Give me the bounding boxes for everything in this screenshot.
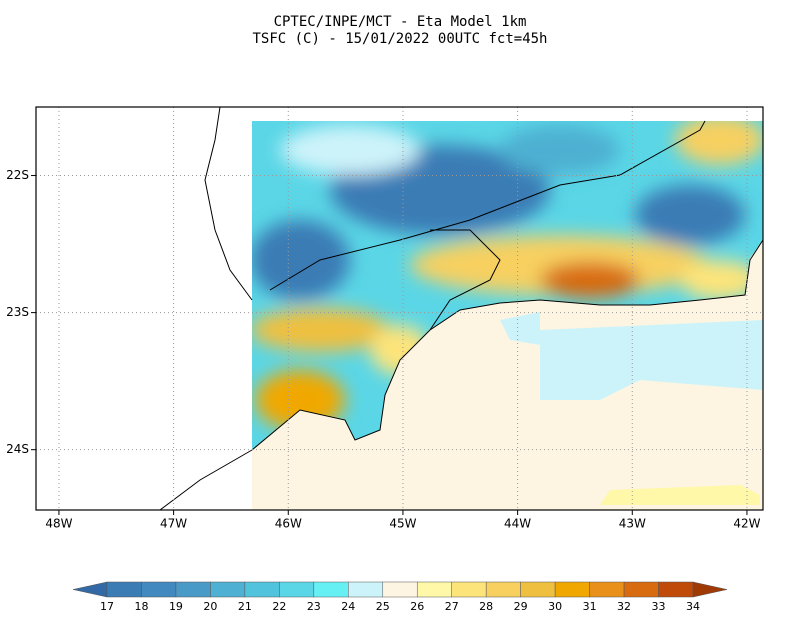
cool-area	[252, 220, 350, 300]
colorbar-label: 18	[134, 600, 148, 613]
lon-label: 43W	[619, 517, 646, 531]
grid: 48W 47W 46W 45W 44W 43W 42W 22S 23S 24S	[6, 107, 763, 531]
colorbar-label: 19	[169, 600, 183, 613]
colorbar-segment	[210, 581, 246, 598]
map-frame	[35, 106, 764, 511]
lon-label: 47W	[160, 517, 187, 531]
warm-area	[252, 308, 390, 352]
colorbar-extend-low	[72, 581, 108, 598]
colorbar-label: 27	[445, 600, 459, 613]
colorbar: 17 18 19 20 21 22 23 24 25 26 27 28 29 30 31 32 33 34	[72, 581, 728, 613]
colorbar-label: 34	[686, 600, 700, 613]
colorbar-label: 20	[203, 600, 217, 613]
colorbar-segment	[106, 581, 142, 598]
colorbar-label: 33	[652, 600, 666, 613]
warm-area	[675, 121, 763, 165]
lon-label: 48W	[45, 517, 72, 531]
lat-label: 22S	[6, 168, 29, 182]
colorbar-segment	[623, 581, 659, 598]
colorbar-label: 21	[238, 600, 252, 613]
colorbar-segment	[451, 581, 487, 598]
colorbar-segment	[416, 581, 452, 598]
colorbar-segment	[520, 581, 556, 598]
lat-label: 23S	[6, 305, 29, 319]
lon-label: 42W	[733, 517, 760, 531]
ocean-cool-patch	[540, 320, 763, 400]
cool-area	[635, 185, 745, 245]
colorbar-label: 24	[341, 600, 355, 613]
lon-label: 45W	[389, 517, 416, 531]
colorbar-segment	[658, 581, 694, 598]
ocean-cool-patch	[500, 312, 540, 345]
colorbar-segment	[313, 581, 349, 598]
colorbar-segment	[554, 581, 590, 598]
title: CPTEC/INPE/MCT - Eta Model 1km	[274, 14, 527, 30]
colorbar-label: 23	[307, 600, 321, 613]
colorbar-label: 32	[617, 600, 631, 613]
lat-label: 24S	[6, 442, 29, 456]
ocean-warm-patch	[600, 485, 760, 505]
colorbar-segment	[279, 581, 315, 598]
mild-area	[280, 125, 420, 175]
colorbar-segment	[485, 581, 521, 598]
subtitle: TSFC (C) - 15/01/2022 00UTC fct=45h	[252, 31, 547, 47]
colorbar-segment	[244, 581, 280, 598]
lon-label: 44W	[504, 517, 531, 531]
colorbar-segment	[175, 581, 211, 598]
colorbar-extend-high	[692, 581, 728, 598]
state-border	[159, 106, 706, 511]
colorbar-label: 29	[514, 600, 528, 613]
colorbar-label: 31	[583, 600, 597, 613]
colorbar-segment	[589, 581, 625, 598]
colorbar-label: 25	[376, 600, 390, 613]
hot-area	[540, 262, 640, 298]
colorbar-label: 22	[272, 600, 286, 613]
colorbar-label: 28	[479, 600, 493, 613]
colorbar-segment	[141, 581, 177, 598]
cool-area	[500, 125, 620, 175]
coastline	[251, 239, 764, 451]
lon-label: 46W	[275, 517, 302, 531]
colorbar-label: 17	[100, 600, 114, 613]
warm-area	[680, 260, 760, 300]
colorbar-label: 26	[410, 600, 424, 613]
colorbar-segment	[382, 581, 418, 598]
colorbar-label: 30	[548, 600, 562, 613]
colorbar-segment	[348, 581, 384, 598]
